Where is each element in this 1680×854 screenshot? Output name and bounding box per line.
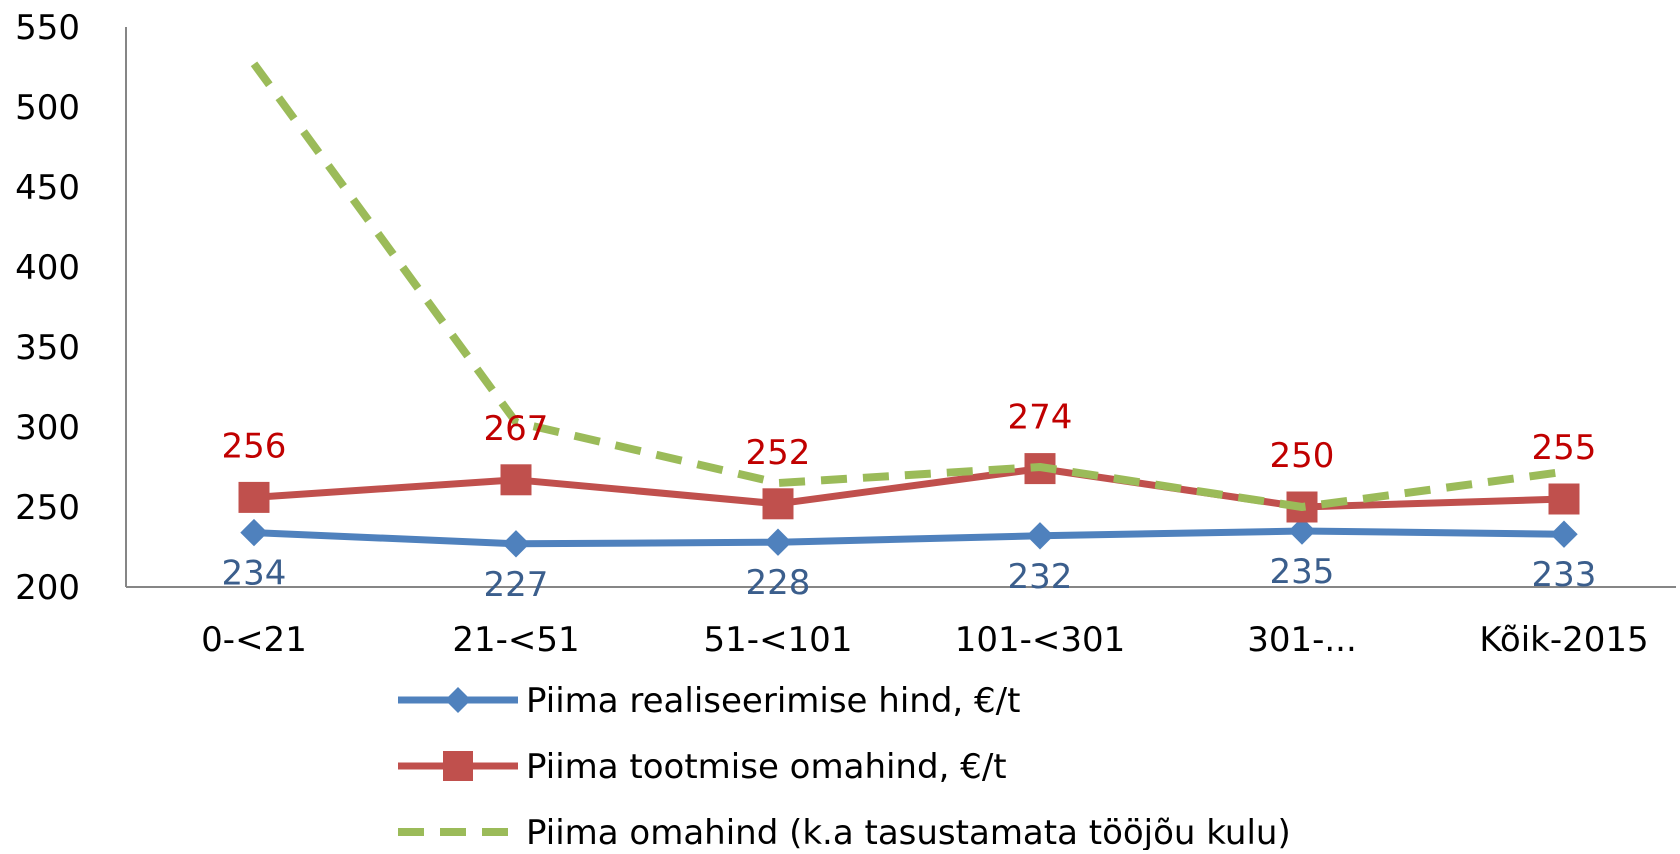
legend-label: Piima realiseerimise hind, €/t	[526, 681, 1020, 721]
series-line	[250, 61, 1565, 511]
data-label: 234	[222, 554, 287, 594]
legend-item: Piima omahind (k.a tasustamata tööjõu ku…	[398, 813, 1291, 853]
data-point-marker	[502, 530, 530, 558]
x-tick-label: 51-<101	[704, 620, 853, 660]
y-axis-tick-labels: 200 250 300 350 400 450 500 550	[15, 8, 80, 608]
x-tick-label: 301-...	[1247, 620, 1357, 660]
data-label: 252	[746, 433, 811, 473]
data-label: 255	[1532, 428, 1597, 468]
data-label: 232	[1008, 557, 1073, 597]
legend-item: Piima tootmise omahind, €/t	[398, 747, 1007, 787]
y-tick-label: 200	[15, 568, 80, 608]
data-point-marker	[1550, 520, 1578, 548]
data-label: 250	[1270, 436, 1335, 476]
legend-label: Piima omahind (k.a tasustamata tööjõu ku…	[526, 813, 1291, 850]
data-point-marker	[762, 488, 794, 520]
x-tick-label: Kõik-2015	[1479, 620, 1648, 660]
data-label: 233	[1532, 555, 1597, 595]
data-point-marker	[1548, 483, 1580, 515]
series-lines	[238, 61, 1580, 558]
series-line	[253, 527, 1565, 548]
data-labels: 234 227 228 232 235 233 256 267 252 274 250 255	[222, 398, 1597, 605]
data-label: 235	[1270, 552, 1335, 592]
data-label: 227	[484, 565, 549, 605]
y-tick-label: 450	[15, 168, 80, 208]
legend-marker	[443, 751, 473, 781]
y-tick-label: 550	[15, 8, 80, 48]
axes	[125, 27, 1676, 588]
x-axis-tick-labels: 0-<21 21-<51 51-<101 101-<301 301-... Kõik-20…	[201, 620, 1649, 660]
data-label: 256	[222, 426, 287, 466]
y-tick-label: 300	[15, 408, 80, 448]
data-point-marker	[1288, 517, 1316, 545]
y-tick-label: 350	[15, 328, 80, 368]
series-3	[250, 61, 1565, 511]
legend-marker	[445, 687, 471, 713]
data-point-marker	[240, 518, 268, 547]
data-label: 274	[1008, 398, 1073, 438]
x-tick-label: 21-<51	[452, 620, 579, 660]
x-tick-label: 101-<301	[955, 620, 1126, 660]
y-tick-label: 250	[15, 488, 80, 528]
data-label: 267	[484, 409, 549, 449]
series-line	[253, 465, 1565, 511]
y-tick-label: 400	[15, 248, 80, 288]
data-point-marker	[764, 528, 792, 556]
y-tick-label: 500	[15, 88, 80, 128]
series-2	[238, 453, 1580, 523]
data-label: 228	[746, 563, 811, 603]
data-point-marker	[238, 481, 270, 513]
series-1	[240, 517, 1578, 558]
data-point-marker	[500, 464, 532, 496]
data-point-marker	[1026, 522, 1054, 550]
legend: Piima realiseerimise hind, €/t Piima toot…	[398, 681, 1291, 853]
x-tick-label: 0-<21	[201, 620, 307, 660]
legend-item: Piima realiseerimise hind, €/t	[398, 681, 1020, 721]
legend-label: Piima tootmise omahind, €/t	[526, 747, 1007, 787]
